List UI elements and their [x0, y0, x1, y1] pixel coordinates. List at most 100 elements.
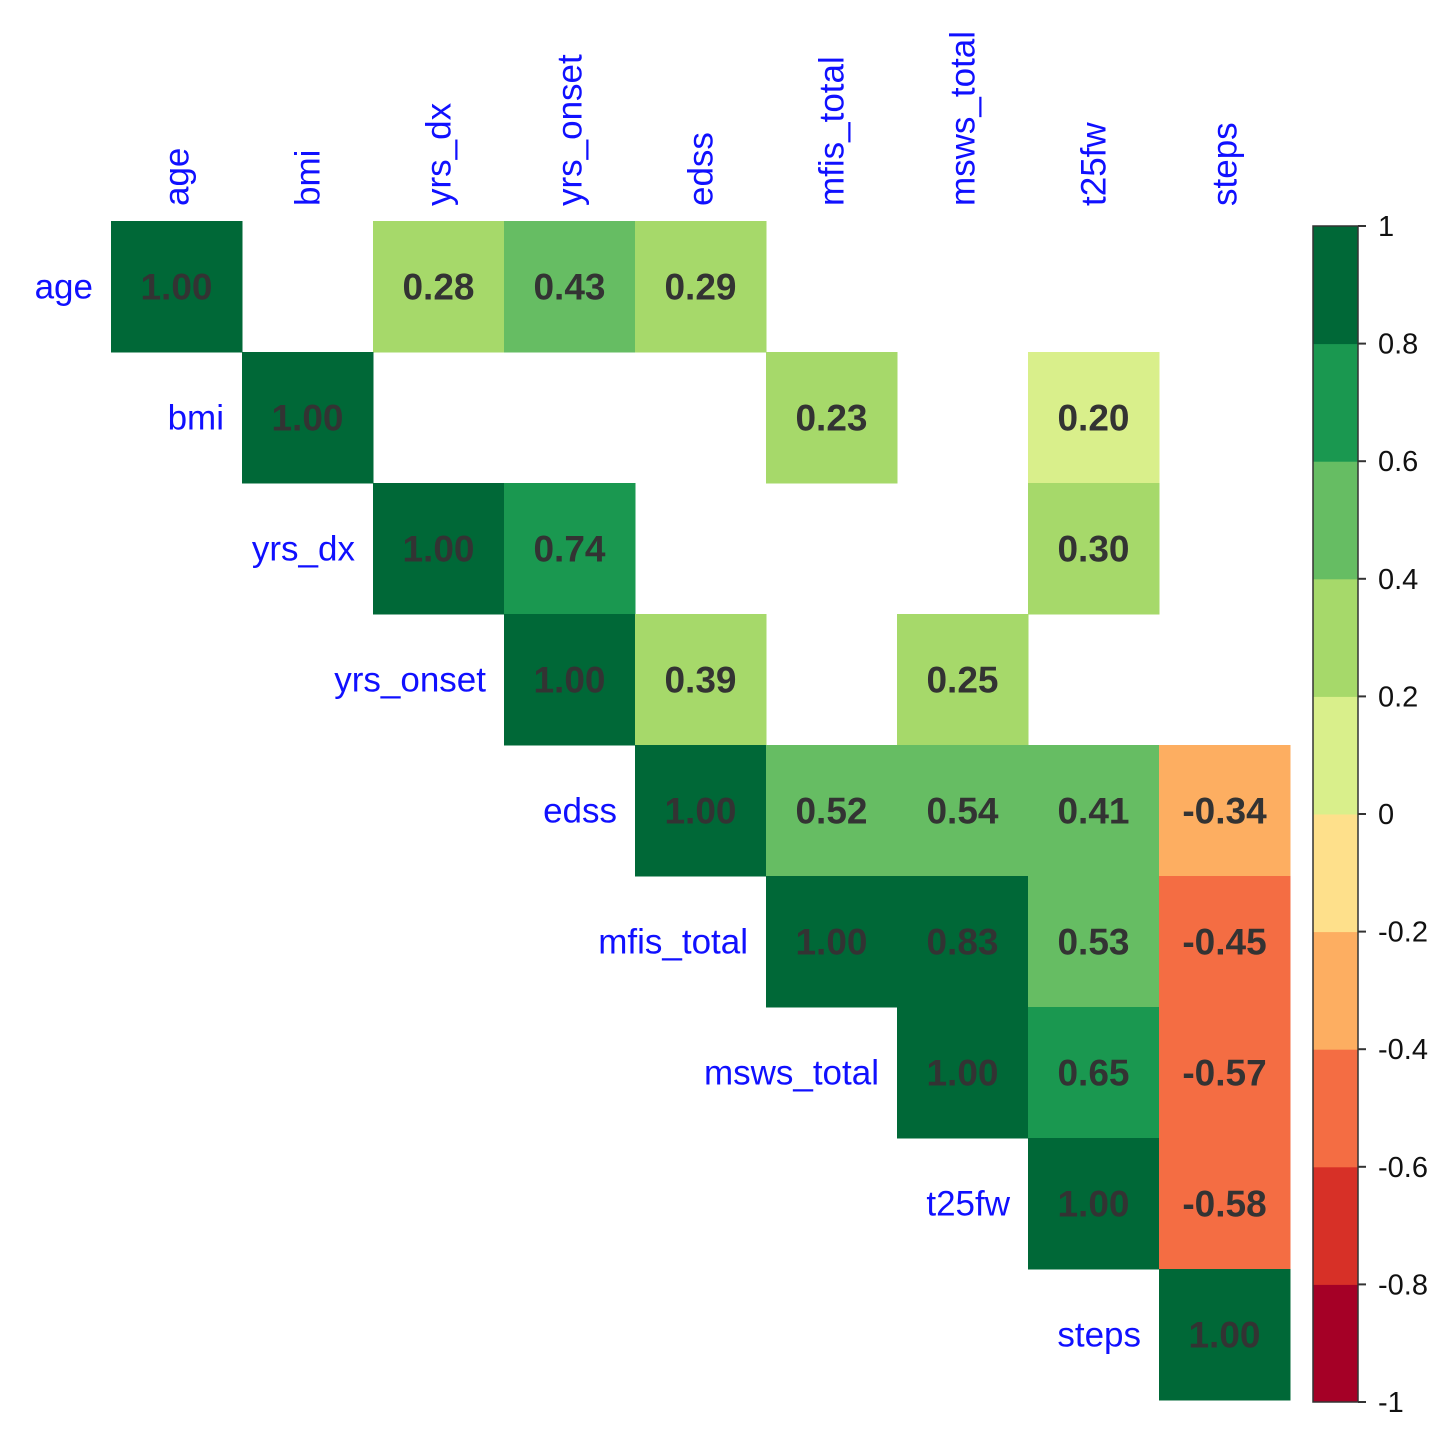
- heatmap-cell-bmi-mfis_total: [766, 352, 898, 484]
- heatmap-cell-t25fw-steps: [1159, 1138, 1291, 1270]
- colorbar-tick-label: -0.8: [1378, 1269, 1428, 1301]
- cell-value-label: 1.00: [664, 791, 736, 832]
- heatmap-cell-age-edss: [635, 221, 767, 353]
- heatmap-cell-bmi-t25fw: [1028, 352, 1160, 484]
- row-label-yrs_onset: yrs_onset: [334, 661, 486, 700]
- heatmap-cell-yrs_onset-edss: [635, 614, 767, 746]
- column-label-age: age: [158, 148, 197, 206]
- heatmap-cell-yrs_dx-yrs_onset: [504, 483, 636, 615]
- cell-value-label: 1.00: [402, 529, 474, 570]
- colorbar-segment: [1313, 578, 1358, 697]
- colorbar-tick-label: 1: [1378, 211, 1394, 243]
- heatmap-cell-mfis_total-steps: [1159, 876, 1291, 1008]
- heatmap-cell-yrs_onset-msws_total: [897, 614, 1029, 746]
- heatmap-cell-edss-t25fw: [1028, 745, 1160, 877]
- row-label-bmi: bmi: [168, 399, 224, 438]
- colorbar-segment: [1313, 1166, 1358, 1285]
- cell-value-label: 1.00: [533, 660, 605, 701]
- cell-value-label: 0.74: [533, 529, 605, 570]
- cell-value-label: 0.25: [926, 660, 998, 701]
- cell-value-label: -0.34: [1182, 791, 1267, 832]
- colorbar-segment: [1313, 814, 1358, 933]
- cell-value-label: 0.83: [926, 922, 998, 963]
- row-label-msws_total: msws_total: [704, 1054, 879, 1093]
- cell-value-label: -0.57: [1182, 1053, 1266, 1094]
- colorbar-tick-label: 0.6: [1378, 446, 1418, 478]
- heatmap-cell-edss-steps: [1159, 745, 1291, 877]
- column-label-yrs_onset: yrs_onset: [551, 54, 590, 206]
- heatmap-cell-msws_total-steps: [1159, 1007, 1291, 1139]
- heatmap-cell-mfis_total-msws_total: [897, 876, 1029, 1008]
- cell-value-label: 0.30: [1057, 529, 1129, 570]
- cell-value-label: 1.00: [1057, 1184, 1129, 1225]
- cell-value-label: 0.54: [926, 791, 998, 832]
- row-label-yrs_dx: yrs_dx: [252, 530, 356, 569]
- cells-layer: 1.00 0.28 0.43 0.29 1.00 0.23 0.20 1.00 0.74 0.30…: [111, 221, 1291, 1401]
- heatmap-cell-yrs_dx-t25fw: [1028, 483, 1160, 615]
- colorbar-tick-label: -0.6: [1378, 1152, 1428, 1184]
- colorbar-segment: [1313, 696, 1358, 815]
- row-label-t25fw: t25fw: [926, 1185, 1010, 1224]
- heatmap-cell-bmi-bmi: [242, 352, 374, 484]
- heatmap-cell-age-yrs_onset: [504, 221, 636, 353]
- column-label-msws_total: msws_total: [944, 31, 983, 206]
- colorbar-tick-label: -0.2: [1378, 917, 1428, 949]
- cell-value-label: 0.23: [795, 398, 867, 439]
- heatmap-cell-steps-steps: [1159, 1269, 1291, 1401]
- column-label-mfis_total: mfis_total: [813, 56, 852, 206]
- cell-value-label: 1.00: [795, 922, 867, 963]
- cell-value-label: 0.20: [1057, 398, 1129, 439]
- colorbar-segment: [1313, 461, 1358, 580]
- colorbar-segment: [1313, 1049, 1358, 1168]
- heatmap-cell-edss-msws_total: [897, 745, 1029, 877]
- heatmap-cell-edss-mfis_total: [766, 745, 898, 877]
- cell-value-label: 0.28: [402, 267, 474, 308]
- heatmap-cell-age-yrs_dx: [373, 221, 505, 353]
- heatmap-cell-mfis_total-mfis_total: [766, 876, 898, 1008]
- colorbar-tick-label: 0: [1378, 799, 1394, 831]
- cell-value-label: 0.43: [533, 267, 605, 308]
- row-label-steps: steps: [1057, 1316, 1141, 1355]
- cell-value-label: -0.58: [1182, 1184, 1266, 1225]
- cell-value-label: 0.39: [664, 660, 736, 701]
- colorbar-tick-label: 0.4: [1378, 564, 1418, 596]
- column-label-steps: steps: [1206, 122, 1245, 206]
- colorbar: 1 0.8 0.6 0.4 0.2 0 -0.2 -0.4 -0.6 -0.8 -1: [1312, 211, 1428, 1419]
- cell-value-label: 0.65: [1057, 1053, 1129, 1094]
- cell-value-label: 1.00: [926, 1053, 998, 1094]
- heatmap-cell-t25fw-t25fw: [1028, 1138, 1160, 1270]
- colorbar-segment: [1313, 343, 1358, 462]
- cell-value-label: 0.29: [664, 267, 736, 308]
- colorbar-segment: [1313, 1284, 1358, 1403]
- column-label-bmi: bmi: [289, 150, 328, 206]
- cell-value-label: -0.45: [1182, 922, 1266, 963]
- row-label-mfis_total: mfis_total: [598, 923, 748, 962]
- cell-value-label: 0.41: [1057, 791, 1129, 832]
- colorbar-tick-label: -0.4: [1378, 1034, 1428, 1066]
- cell-value-label: 1.00: [271, 398, 343, 439]
- colorbar-segment: [1313, 226, 1358, 345]
- row-label-edss: edss: [543, 792, 617, 831]
- colorbar-tick-label: 0.8: [1378, 329, 1418, 361]
- heatmap-cell-msws_total-msws_total: [897, 1007, 1029, 1139]
- heatmap-cell-mfis_total-t25fw: [1028, 876, 1160, 1008]
- colorbar-tick-label: -1: [1378, 1387, 1404, 1419]
- cell-value-label: 0.53: [1057, 922, 1129, 963]
- cell-value-label: 1.00: [1188, 1315, 1260, 1356]
- heatmap-cell-msws_total-t25fw: [1028, 1007, 1160, 1139]
- heatmap-cell-yrs_dx-yrs_dx: [373, 483, 505, 615]
- cell-value-label: 1.00: [140, 267, 212, 308]
- heatmap-cell-yrs_onset-yrs_onset: [504, 614, 636, 746]
- cell-value-label: 0.52: [795, 791, 867, 832]
- row-label-age: age: [35, 268, 93, 307]
- heatmap-cell-edss-edss: [635, 745, 767, 877]
- colorbar-segment: [1313, 931, 1358, 1050]
- column-label-edss: edss: [682, 132, 721, 206]
- column-label-yrs_dx: yrs_dx: [420, 102, 459, 206]
- colorbar-tick-label: 0.2: [1378, 681, 1418, 713]
- heatmap-cell-age-age: [111, 221, 243, 353]
